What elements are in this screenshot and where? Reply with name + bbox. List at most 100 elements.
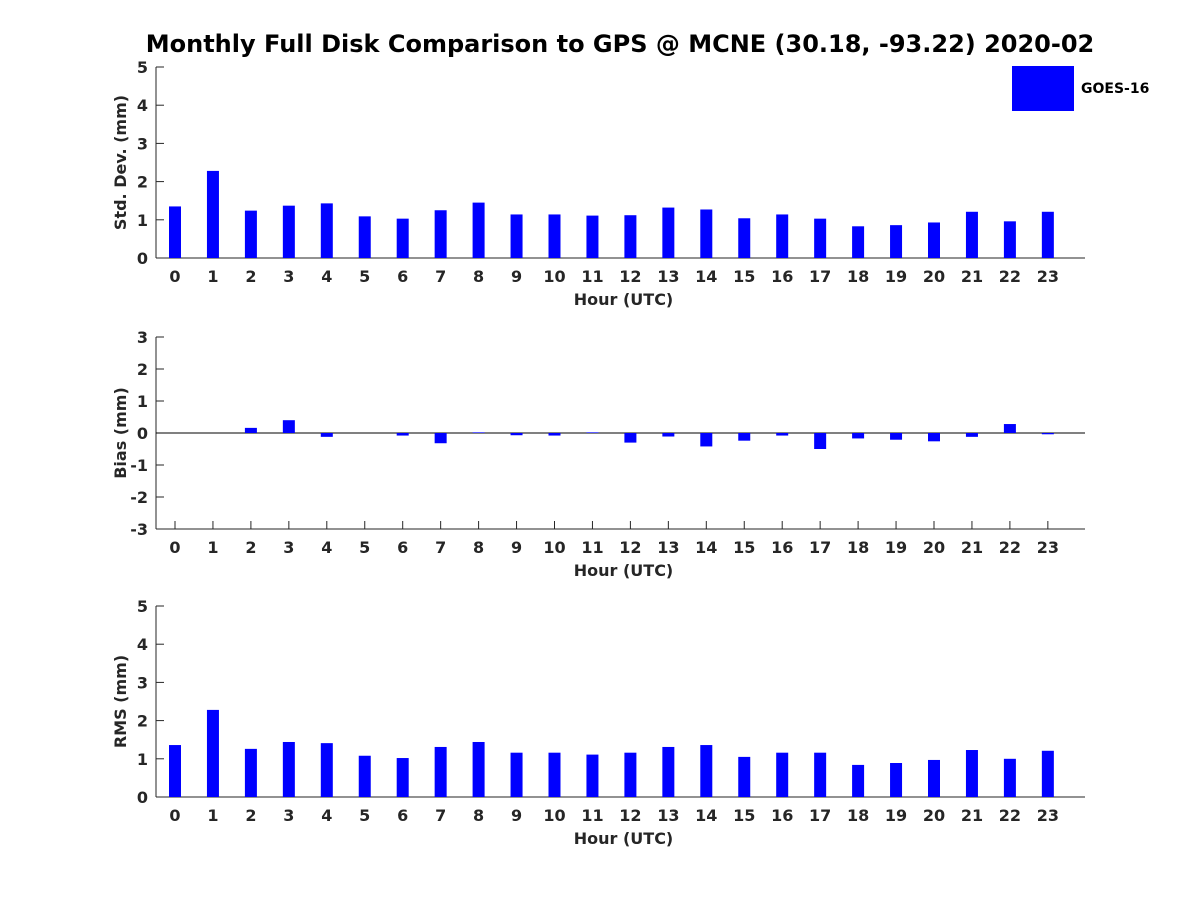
bar: [282, 205, 295, 258]
bar: [434, 210, 447, 258]
x-tick-label: 20: [923, 267, 945, 286]
y-tick-label: 0: [137, 788, 148, 807]
y-tick-label: 5: [137, 597, 148, 616]
x-tick-label: 4: [321, 267, 332, 286]
x-tick-label: 18: [847, 806, 869, 825]
bar: [548, 433, 561, 436]
x-tick-label: 22: [999, 538, 1021, 557]
legend-swatch: [1012, 66, 1074, 111]
x-tick-label: 15: [733, 267, 755, 286]
x-tick-label: 8: [473, 806, 484, 825]
x-tick-label: 16: [771, 538, 793, 557]
bar: [282, 420, 295, 433]
bar: [624, 752, 637, 797]
x-tick-label: 0: [169, 538, 180, 557]
x-tick-label: 14: [695, 806, 717, 825]
x-tick-label: 0: [169, 267, 180, 286]
y-axis-label: RMS (mm): [111, 655, 130, 748]
x-tick-label: 12: [619, 267, 641, 286]
x-tick-label: 7: [435, 538, 446, 557]
bar: [1003, 758, 1016, 797]
y-tick-label: 0: [137, 424, 148, 443]
x-tick-label: 12: [619, 806, 641, 825]
x-tick-label: 10: [543, 806, 565, 825]
bar: [586, 754, 599, 797]
bar: [814, 752, 827, 797]
x-tick-label: 4: [321, 806, 332, 825]
bar: [700, 745, 713, 797]
y-tick-label: 2: [137, 712, 148, 731]
bar: [434, 433, 447, 444]
chart-title: Monthly Full Disk Comparison to GPS @ MC…: [145, 30, 1095, 58]
bar: [586, 215, 599, 258]
x-tick-label: 6: [397, 267, 408, 286]
x-tick-label: 3: [283, 267, 294, 286]
x-tick-label: 21: [961, 806, 983, 825]
y-axis-label: Bias (mm): [111, 387, 130, 479]
x-tick-label: 19: [885, 267, 907, 286]
x-tick-label: 23: [1037, 267, 1059, 286]
x-tick-label: 19: [885, 806, 907, 825]
bar: [396, 758, 409, 797]
bar: [662, 746, 675, 797]
y-tick-label: 2: [137, 173, 148, 192]
bar: [890, 763, 903, 797]
x-tick-label: 0: [169, 806, 180, 825]
x-tick-label: 1: [207, 806, 218, 825]
bar: [320, 203, 333, 258]
legend-label: GOES-16: [1081, 80, 1150, 97]
y-tick-label: 2: [137, 360, 148, 379]
bar: [548, 752, 561, 797]
x-tick-label: 7: [435, 806, 446, 825]
bar: [320, 743, 333, 797]
bar: [472, 741, 485, 797]
bar: [510, 752, 523, 797]
bar: [358, 216, 371, 258]
x-tick-label: 6: [397, 806, 408, 825]
x-tick-label: 9: [511, 806, 522, 825]
bar: [852, 433, 865, 439]
bar: [282, 741, 295, 797]
x-axis-label: Hour (UTC): [574, 290, 674, 309]
bar: [1041, 433, 1054, 435]
bar: [206, 170, 219, 258]
x-tick-label: 8: [473, 538, 484, 557]
y-tick-label: 4: [137, 635, 148, 654]
bar: [1041, 750, 1054, 797]
y-tick-label: 0: [137, 249, 148, 268]
bar: [662, 207, 675, 258]
x-tick-label: 20: [923, 806, 945, 825]
y-tick-label: 3: [137, 134, 148, 153]
bar: [738, 433, 751, 441]
x-tick-label: 10: [543, 538, 565, 557]
bar: [472, 202, 485, 258]
y-axis-label: Std. Dev. (mm): [111, 95, 130, 230]
bar: [169, 206, 181, 258]
x-tick-label: 13: [657, 538, 679, 557]
x-tick-label: 22: [999, 806, 1021, 825]
x-tick-label: 7: [435, 267, 446, 286]
x-tick-label: 10: [543, 267, 565, 286]
bar: [206, 709, 219, 797]
x-tick-label: 21: [961, 538, 983, 557]
x-tick-label: 22: [999, 267, 1021, 286]
bar: [434, 746, 447, 797]
bar: [510, 214, 523, 258]
y-tick-label: 1: [137, 392, 148, 411]
x-tick-label: 2: [245, 806, 256, 825]
x-tick-label: 1: [207, 538, 218, 557]
bar: [700, 209, 713, 258]
x-tick-label: 2: [245, 267, 256, 286]
y-tick-label: -3: [130, 520, 148, 539]
bar: [624, 433, 637, 443]
x-tick-label: 3: [283, 806, 294, 825]
bar: [472, 432, 485, 433]
x-tick-label: 9: [511, 538, 522, 557]
bar: [358, 755, 371, 797]
x-tick-label: 15: [733, 538, 755, 557]
x-tick-label: 12: [619, 538, 641, 557]
bar: [814, 218, 827, 258]
bar: [244, 427, 257, 433]
x-tick-label: 5: [359, 538, 370, 557]
bar: [776, 214, 789, 258]
